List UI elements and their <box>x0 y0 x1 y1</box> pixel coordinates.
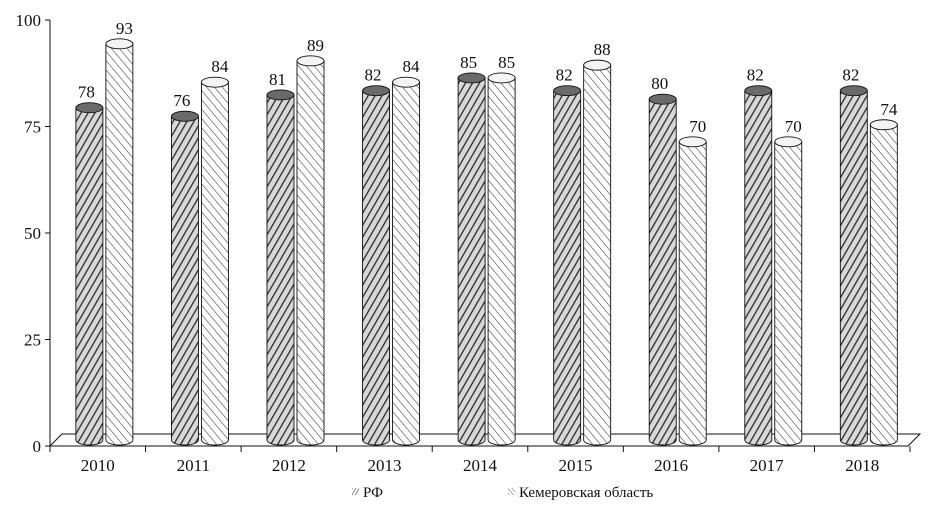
x-tick-label: 2013 <box>367 456 401 475</box>
y-tick-label: 0 <box>33 437 42 456</box>
bar <box>648 93 677 446</box>
data-label: 93 <box>116 19 133 38</box>
x-tick-label: 2015 <box>559 456 593 475</box>
y-tick-label: 50 <box>24 224 41 243</box>
data-label: 81 <box>269 70 286 89</box>
axes: 0 25 50 75 100 2010 2011 2012 2013 2014 2015 2016 20… <box>16 11 922 475</box>
x-tick-label: 2012 <box>272 456 306 475</box>
legend-label: Кемеровская область <box>519 485 653 501</box>
data-label: 84 <box>211 57 229 76</box>
data-label: 80 <box>651 74 668 93</box>
data-label: 84 <box>403 57 421 76</box>
data-label: 74 <box>880 100 898 119</box>
x-tick-label: 2017 <box>750 456 785 475</box>
data-label: 78 <box>78 83 95 102</box>
bar <box>487 72 516 446</box>
bar <box>869 119 898 446</box>
data-label: 82 <box>842 66 859 85</box>
legend-swatch <box>352 488 359 495</box>
bar <box>744 85 773 446</box>
x-tick-label: 2011 <box>177 456 210 475</box>
x-tick-label: 2018 <box>845 456 879 475</box>
legend-label: РФ <box>363 485 383 501</box>
bar <box>774 136 803 446</box>
bars <box>75 38 898 446</box>
y-tick-label: 25 <box>24 331 41 350</box>
bar <box>553 85 582 446</box>
data-label: 82 <box>365 66 382 85</box>
bar <box>362 85 390 446</box>
y-tick-label: 100 <box>16 11 42 30</box>
bar <box>170 110 199 446</box>
data-label: 70 <box>689 117 706 136</box>
data-label: 88 <box>594 40 611 59</box>
bar <box>839 85 868 446</box>
bar <box>296 55 325 446</box>
bar <box>266 89 295 446</box>
bar <box>105 38 134 446</box>
data-label: 89 <box>307 36 324 55</box>
legend-item: РФ <box>352 485 383 501</box>
data-label: 76 <box>173 91 190 110</box>
data-label: 82 <box>747 66 764 85</box>
x-tick-label: 2014 <box>463 456 498 475</box>
legend-item: Кемеровская область <box>508 485 653 501</box>
bar <box>392 76 420 446</box>
x-tick-label: 2010 <box>81 456 115 475</box>
legend: РФ Кемеровская область <box>352 485 653 501</box>
bar <box>457 72 486 446</box>
legend-swatch <box>508 488 515 495</box>
data-label: 85 <box>498 53 515 72</box>
data-label: 70 <box>785 117 802 136</box>
data-label: 82 <box>556 66 573 85</box>
x-tick-label: 2016 <box>654 456 688 475</box>
bar <box>75 102 104 446</box>
bar <box>583 59 612 446</box>
data-labels: 78 93 76 84 81 89 82 84 85 85 82 88 80 70 82 70 82 74 <box>78 19 898 136</box>
chart-floor <box>48 433 922 447</box>
bar <box>200 76 229 446</box>
bar <box>678 136 707 446</box>
y-tick-label: 75 <box>24 118 41 137</box>
data-label: 85 <box>460 53 477 72</box>
